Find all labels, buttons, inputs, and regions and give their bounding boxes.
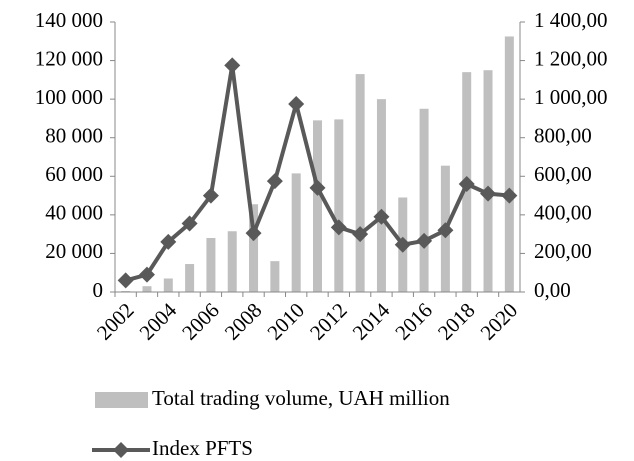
x-tick-label: 2002 [92,298,139,345]
y-tick-label: 100 000 [35,85,103,109]
bar [270,261,280,292]
legend-label: Total trading volume, UAH million [152,386,450,410]
legend-swatch [95,392,148,408]
line-marker [117,272,134,289]
y2-tick-label: 0,00 [534,278,571,302]
x-tick-label: 2006 [177,298,224,345]
line-marker [202,187,219,204]
bar [334,119,344,293]
y2-tick-label: 200,00 [534,239,592,263]
bar [504,36,514,292]
x-tick-label: 2012 [305,298,352,345]
line-marker [181,215,198,232]
line-marker [501,187,518,204]
bar [313,120,322,292]
x-tick-label: 2004 [135,298,182,345]
bar [483,70,493,292]
line-marker [458,176,475,192]
y2-tick-label: 1 400,00 [534,8,608,32]
line-marker [352,226,369,243]
bar [142,286,152,292]
bar [185,264,195,292]
bar [227,231,237,292]
x-tick-label: 2008 [220,298,267,345]
line-marker [266,173,283,190]
line-marker [160,233,177,250]
bar [163,278,173,292]
bar [206,238,216,292]
line-marker [224,57,241,74]
legend-label: Index PFTS [152,436,253,460]
y-tick-label: 0 [93,278,104,302]
y-tick-label: 20 000 [45,239,103,263]
y-tick-label: 60 000 [45,162,103,186]
line-marker [245,225,262,242]
y-tick-label: 140 000 [35,8,103,32]
bar [355,74,365,292]
y2-tick-label: 400,00 [534,201,592,225]
legend-marker [113,442,129,458]
line-marker [437,222,454,239]
y2-tick-label: 600,00 [534,162,592,186]
y-tick-label: 40 000 [45,201,103,225]
y-tick-label: 80 000 [45,124,103,148]
line-marker [394,236,411,253]
x-tick-label: 2020 [476,298,523,345]
x-tick-label: 2016 [390,298,437,345]
y2-tick-label: 1 000,00 [534,85,608,109]
y2-tick-label: 1 200,00 [534,46,608,70]
line-marker [288,95,305,112]
x-tick-label: 2014 [348,298,395,345]
y2-tick-label: 800,00 [534,124,592,148]
bar [249,204,259,292]
y-tick-label: 120 000 [35,46,103,70]
line-marker [309,179,326,196]
x-tick-label: 2010 [262,298,309,345]
bar [376,99,386,293]
line-marker [138,266,155,283]
line-marker [373,208,390,225]
line-marker [330,219,347,236]
line-marker [480,185,497,202]
bar [419,108,429,293]
bar [291,173,301,292]
x-tick-label: 2018 [433,298,480,345]
line-marker [416,232,433,249]
